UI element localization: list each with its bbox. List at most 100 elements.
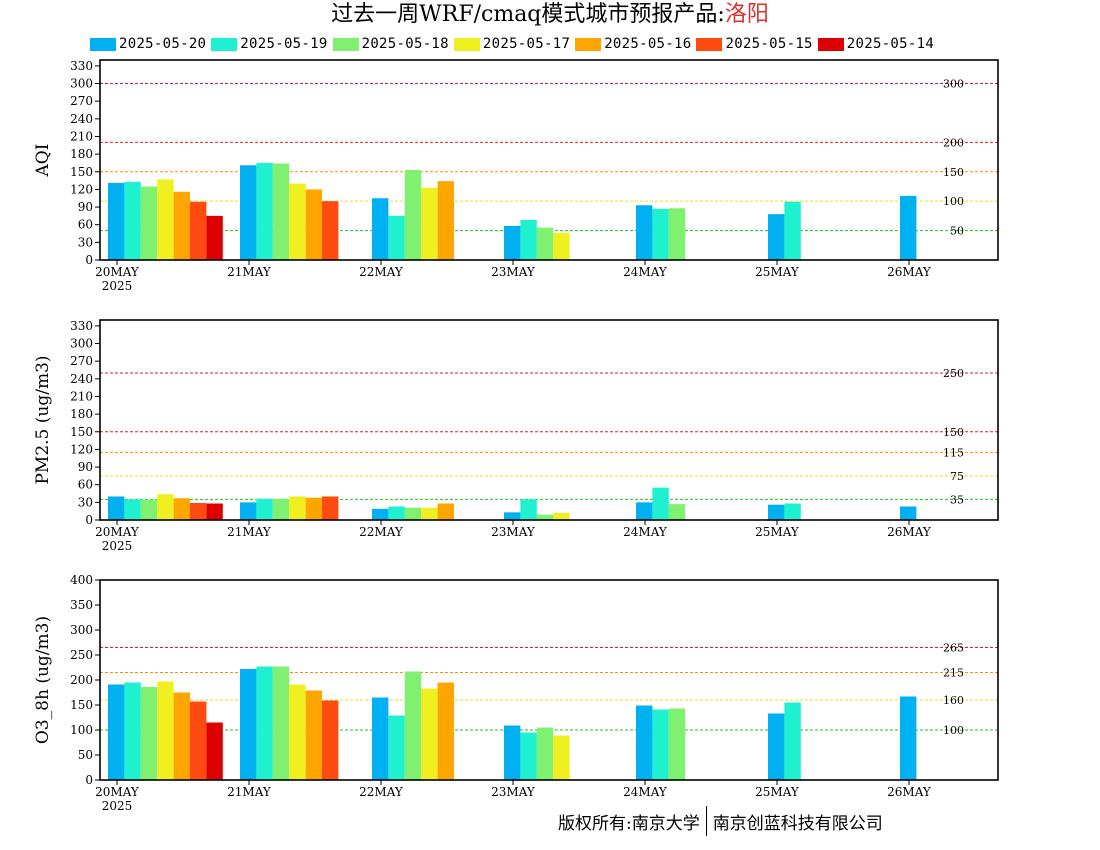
x-tick-label: 23MAY <box>491 265 536 279</box>
bar <box>421 507 438 520</box>
bar <box>784 503 801 520</box>
bar <box>305 189 322 260</box>
legend-swatch <box>90 37 116 51</box>
bar <box>305 690 322 780</box>
y-tick-label: 210 <box>70 389 93 403</box>
x-tick-label: 20MAY <box>95 525 140 539</box>
bar <box>784 702 801 780</box>
y-tick-label: 240 <box>70 112 93 126</box>
threshold-label: 100 <box>943 724 964 737</box>
y-tick-label: 90 <box>78 200 93 214</box>
bar <box>900 506 917 520</box>
bar <box>173 498 190 520</box>
bar <box>900 195 917 260</box>
plot-frame <box>99 319 999 521</box>
bar <box>322 201 339 260</box>
y-tick-label: 250 <box>70 648 93 662</box>
bar <box>553 232 570 260</box>
legend-label: 2025-05-18 <box>361 36 449 52</box>
bar <box>157 179 174 260</box>
threshold-label: 200 <box>943 136 964 149</box>
legend-item: 2025-05-20 <box>90 36 206 52</box>
legend-item: 2025-05-15 <box>696 36 812 52</box>
bar <box>173 191 190 260</box>
bar <box>668 504 686 520</box>
y-tick-label: 0 <box>85 773 93 787</box>
bar <box>768 214 785 260</box>
bar <box>536 514 554 520</box>
chart-title: 过去一周WRF/cmaq模式城市预报产品:洛阳 <box>0 0 1100 30</box>
threshold-label: 115 <box>943 446 964 459</box>
x-tick-label: 22MAY <box>359 525 404 539</box>
x-tick-label: 20MAY <box>95 785 140 799</box>
bar <box>668 708 686 780</box>
x-tick-label: 22MAY <box>359 265 404 279</box>
x-tick-label: 21MAY <box>227 525 272 539</box>
bar <box>404 671 422 780</box>
y-tick-label: 200 <box>70 673 93 687</box>
bar <box>256 162 273 260</box>
x-tick-label: 21MAY <box>227 785 272 799</box>
bar <box>421 688 438 780</box>
y-tick-label: 60 <box>78 478 93 492</box>
threshold-label: 35 <box>950 493 964 506</box>
y-tick-label: 50 <box>78 748 93 762</box>
chart-panel: 250 150 115 75 35 0 30 60 90 120 150 180 210 240 270 30… <box>33 319 999 553</box>
bar <box>322 700 339 780</box>
bar <box>900 696 917 780</box>
bar <box>272 666 290 780</box>
x-tick-label: 24MAY <box>623 525 668 539</box>
legend-swatch <box>575 37 602 51</box>
bar <box>404 170 422 260</box>
bar <box>272 498 290 520</box>
y-tick-label: 150 <box>70 425 93 439</box>
bar <box>256 498 273 520</box>
threshold-label: 160 <box>943 694 964 707</box>
x-tick-label: 22MAY <box>359 785 404 799</box>
legend-swatch <box>332 37 359 51</box>
bar <box>520 732 537 780</box>
x-year-label: 2025 <box>102 279 133 293</box>
bar <box>124 181 141 260</box>
bar <box>322 496 339 520</box>
bar <box>388 715 405 780</box>
bar <box>652 208 669 260</box>
bar <box>108 496 125 520</box>
footer-divider <box>705 806 707 836</box>
bar <box>504 512 521 520</box>
threshold-label: 265 <box>943 642 964 655</box>
legend-item: 2025-05-14 <box>817 36 934 52</box>
x-tick-label: 26MAY <box>887 785 932 799</box>
legend-swatch <box>696 37 723 51</box>
bar <box>437 181 454 260</box>
bar <box>388 215 405 260</box>
legend-label: 2025-05-20 <box>119 36 207 52</box>
threshold-label: 300 <box>943 78 964 91</box>
bar <box>536 227 554 260</box>
title-main: 过去一周WRF/cmaq模式城市预报产品: <box>331 2 725 27</box>
y-tick-label: 270 <box>70 354 93 368</box>
bar <box>173 692 190 780</box>
legend-item: 2025-05-16 <box>575 36 691 52</box>
bar <box>240 669 257 780</box>
x-tick-label: 26MAY <box>887 265 932 279</box>
legend: 2025-05-20 2025-05-19 2025-05-18 2025-05… <box>90 34 939 54</box>
bar <box>520 499 537 520</box>
threshold-label: 250 <box>943 367 964 380</box>
bar <box>140 499 158 520</box>
y-tick-label: 0 <box>85 253 93 267</box>
bar <box>504 225 521 260</box>
threshold-label: 150 <box>943 166 964 179</box>
x-tick-label: 24MAY <box>623 265 668 279</box>
threshold-label: 50 <box>950 225 964 238</box>
bar <box>437 503 454 520</box>
legend-item: 2025-05-19 <box>211 36 327 52</box>
bar <box>404 507 422 520</box>
bar <box>289 684 306 780</box>
bar <box>372 508 389 520</box>
bar <box>206 503 223 520</box>
y-tick-label: 60 <box>78 218 93 232</box>
x-tick-label: 25MAY <box>755 785 800 799</box>
bar <box>157 681 174 780</box>
legend-item: 2025-05-17 <box>453 36 570 52</box>
